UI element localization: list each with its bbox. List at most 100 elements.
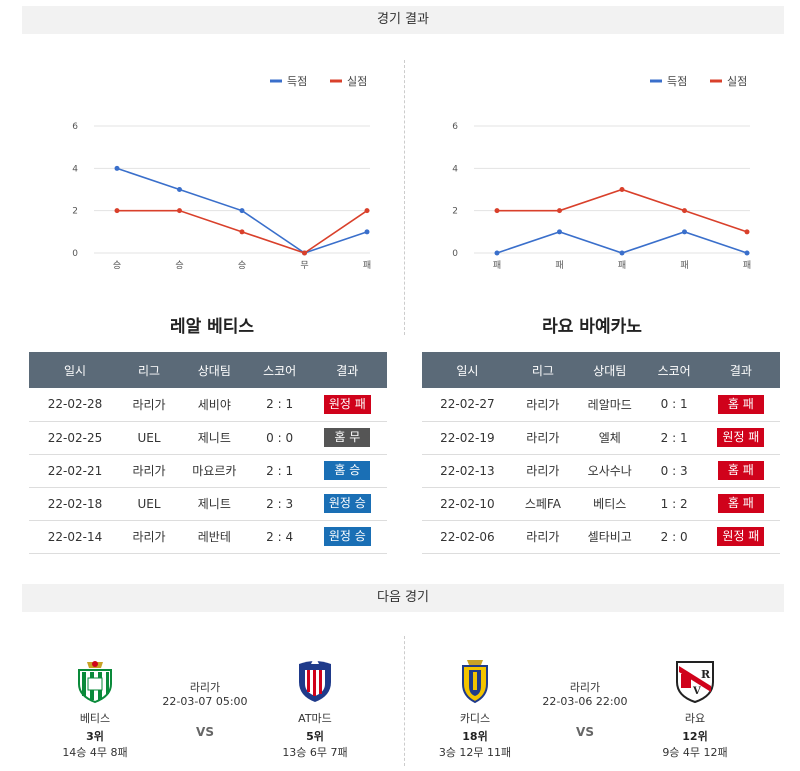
league-cell: UEL [121, 487, 178, 521]
result-badge: 원정 승 [323, 494, 371, 513]
result-cell: 홈 패 [701, 487, 780, 521]
data-point [744, 250, 750, 256]
score-cell: 2 : 0 [646, 520, 702, 554]
y-tick-label: 0 [72, 249, 78, 259]
team-rank: 5위 [306, 730, 324, 743]
data-point [682, 208, 687, 214]
table-header-row: 일시 리그 상대팀 스코어 결과 [29, 352, 387, 388]
match-league: 라리가 [569, 681, 601, 694]
result-badge: 홈 패 [717, 461, 764, 480]
date-cell: 22-02-27 [422, 388, 513, 422]
home-team-cadiz[interactable]: 카디스 18위 3승 12무 11패 [420, 656, 530, 760]
opponent-cell: 레반테 [177, 520, 252, 554]
team-name: 라요 [684, 712, 706, 725]
next-match-1[interactable]: 베티스 3위 14승 4무 8패 라리가 22-03-07 05:00 VS A… [22, 640, 402, 760]
team-name: AT마드 [298, 712, 332, 725]
y-tick-label: 2 [72, 207, 78, 217]
date-cell: 22-02-10 [422, 487, 513, 521]
score-cell: 0 : 1 [646, 388, 702, 422]
opponent-cell: 셀타비고 [572, 520, 647, 554]
match-datetime: 22-03-07 05:00 [162, 695, 248, 708]
team-record: 9승 4무 12패 [662, 746, 728, 759]
away-team-rayo[interactable]: R V 라요 12위 9승 4무 12패 [640, 656, 750, 760]
column-header: 리그 [512, 352, 573, 388]
match-league: 라리가 [189, 681, 221, 694]
league-cell: 스페FA [512, 487, 573, 521]
table-row: 22-02-18 UEL 제니트 2 : 3 원정 승 [29, 487, 387, 521]
column-header: 리그 [121, 352, 178, 388]
opponent-cell: 엘체 [572, 421, 647, 455]
result-badge: 원정 패 [717, 428, 765, 447]
date-cell: 22-02-21 [29, 454, 122, 488]
table-row: 22-02-28 라리가 세비야 2 : 1 원정 패 [29, 388, 387, 422]
data-point [364, 208, 370, 214]
data-point [557, 229, 562, 235]
result-cell: 원정 승 [307, 520, 387, 554]
column-header: 결과 [701, 352, 780, 388]
result-badge: 원정 승 [323, 527, 371, 546]
y-tick-label: 2 [452, 207, 458, 217]
betis-score-chart: 0 2 4 6 승 승 승 무 패 득점 실점 [22, 62, 402, 277]
opponent-cell: 마요르카 [177, 454, 252, 488]
result-badge: 홈 패 [717, 494, 764, 513]
rayo-score-chart: 0 2 4 6 패 패 패 패 패 득점 실점 [402, 62, 782, 277]
opponent-cell: 오사수나 [572, 454, 647, 488]
result-cell: 홈 패 [701, 388, 780, 422]
league-cell: 라리가 [512, 421, 573, 455]
result-cell: 홈 무 [307, 421, 387, 455]
vs-label: VS [196, 725, 214, 739]
y-tick-label: 6 [72, 122, 78, 132]
x-tick-label: 패 [618, 260, 626, 271]
data-point [682, 229, 687, 235]
data-point [494, 208, 500, 214]
series-line-scored [496, 230, 748, 254]
league-cell: 라리가 [512, 520, 573, 554]
score-cell: 2 : 1 [646, 421, 702, 455]
x-tick-label: 패 [493, 260, 501, 271]
result-badge: 홈 패 [717, 394, 764, 414]
opponent-cell: 제니트 [177, 421, 252, 455]
league-cell: 라리가 [121, 388, 178, 422]
svg-text:V: V [692, 686, 701, 697]
date-cell: 22-02-06 [422, 520, 513, 554]
results-header: 경기 결과 [22, 6, 784, 34]
result-badge: 원정 패 [323, 394, 371, 414]
opponent-cell: 레알마드 [572, 388, 647, 422]
table-row: 22-02-27 라리가 레알마드 0 : 1 홈 패 [422, 388, 780, 422]
league-cell: UEL [121, 421, 178, 455]
x-tick-label: 패 [555, 260, 563, 271]
data-point [619, 250, 625, 256]
score-cell: 2 : 1 [251, 454, 308, 488]
next-match-header: 다음 경기 [22, 584, 784, 612]
team-rank: 12위 [682, 730, 708, 743]
data-point [619, 187, 625, 192]
date-cell: 22-02-25 [29, 421, 122, 455]
result-cell: 원정 패 [307, 388, 387, 422]
opponent-cell: 제니트 [177, 487, 252, 521]
score-cell: 1 : 2 [646, 487, 702, 521]
score-cell: 2 : 1 [251, 388, 308, 422]
column-header: 상대팀 [572, 352, 647, 388]
date-cell: 22-02-28 [29, 388, 122, 422]
x-tick-label: 패 [680, 260, 688, 271]
date-cell: 22-02-18 [29, 487, 122, 521]
y-tick-label: 0 [452, 249, 458, 259]
vs-label: VS [576, 725, 594, 739]
away-team-atletico[interactable]: AT마드 5위 13승 6무 7패 [260, 656, 370, 760]
table-row: 22-02-13 라리가 오사수나 0 : 3 홈 패 [422, 454, 780, 488]
data-point [302, 250, 307, 256]
league-cell: 라리가 [121, 454, 178, 488]
data-point [494, 250, 500, 256]
team-name: 카디스 [459, 712, 491, 725]
x-tick-label: 패 [363, 260, 371, 271]
column-header: 상대팀 [177, 352, 252, 388]
data-point [364, 229, 370, 235]
next-match-2[interactable]: 카디스 18위 3승 12무 11패 라리가 22-03-06 22:00 VS… [402, 640, 782, 760]
result-badge: 원정 패 [717, 527, 765, 546]
y-tick-label: 6 [452, 122, 458, 132]
result-cell: 홈 패 [701, 454, 780, 488]
home-team-betis[interactable]: 베티스 3위 14승 4무 8패 [40, 656, 150, 760]
cadiz-crest-icon [451, 656, 499, 704]
column-divider [404, 60, 405, 335]
result-badge: 홈 승 [324, 461, 371, 480]
